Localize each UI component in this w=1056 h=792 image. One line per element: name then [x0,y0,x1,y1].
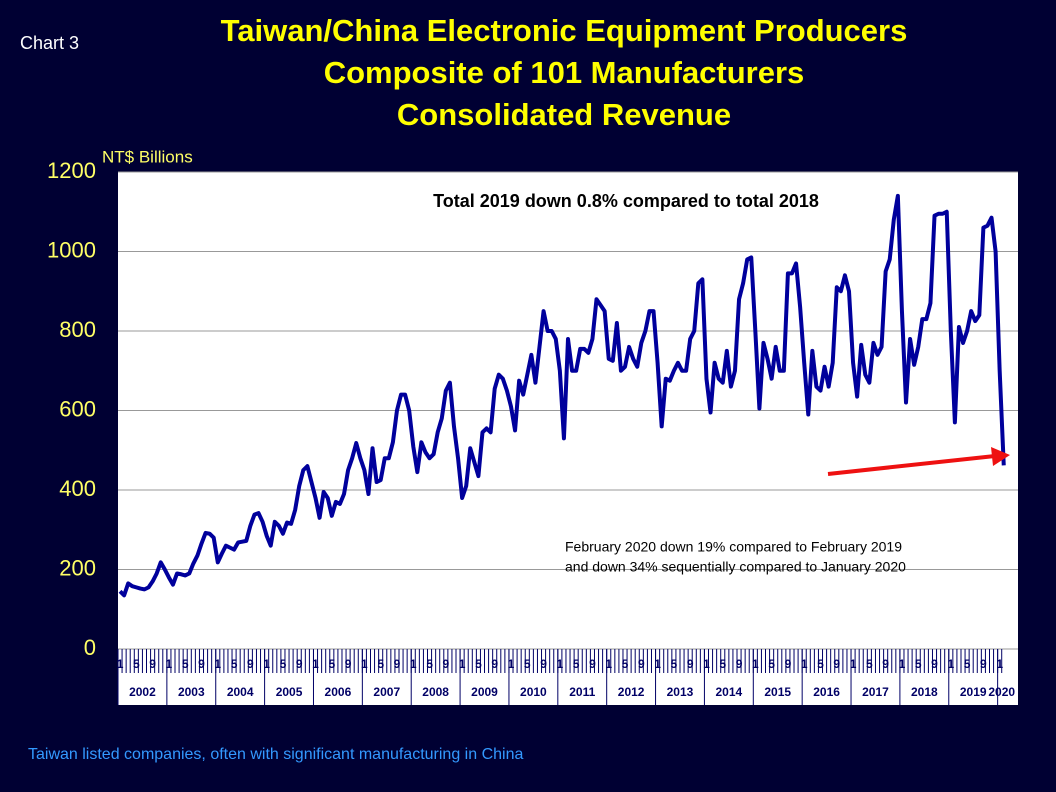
x-tick-label: 5 [328,657,335,671]
x-tick-label: 1 [557,657,564,671]
x-tick-label: 1 [605,657,612,671]
x-tick-label: 9 [394,657,401,671]
x-tick-label: 9 [149,657,156,671]
x-tick-label: 9 [638,657,645,671]
year-label: 2018 [911,685,938,699]
y-tick-label: 800 [59,317,96,342]
y-tick-label: 400 [59,476,96,501]
year-label: 2004 [227,685,254,699]
x-tick-label: 5 [768,657,775,671]
year-label: 2017 [862,685,889,699]
year-label: 2005 [276,685,303,699]
x-tick-label: 1 [312,657,319,671]
x-tick-label: 9 [540,657,547,671]
x-tick-label: 9 [980,657,987,671]
x-tick-label: 5 [671,657,678,671]
x-tick-label: 1 [947,657,954,671]
year-label: 2014 [716,685,743,699]
year-label: 2006 [325,685,352,699]
arrow-head [991,447,1010,466]
y-tick-label: 200 [59,555,96,580]
x-tick-label: 1 [850,657,857,671]
x-tick-label: 1 [703,657,710,671]
x-tick-label: 5 [231,657,238,671]
year-label: 2013 [667,685,694,699]
x-tick-label: 1 [801,657,808,671]
x-tick-label: 5 [426,657,433,671]
x-tick-label: 5 [573,657,580,671]
y-axis-label: NT$ Billions [102,147,193,166]
x-tick-label: 1 [996,657,1003,671]
year-label: 2009 [471,685,498,699]
x-tick-label: 9 [589,657,596,671]
chart-title: Taiwan/China Electronic Equipment Produc… [221,13,908,48]
year-label: 2020 [988,685,1015,699]
x-tick-label: 5 [524,657,531,671]
x-tick-label: 9 [833,657,840,671]
x-tick-label: 1 [117,657,124,671]
x-tick-label: 9 [931,657,938,671]
y-tick-label: 0 [84,635,96,660]
x-tick-label: 9 [785,657,792,671]
x-tick-label: 5 [817,657,824,671]
x-tick-label: 1 [361,657,368,671]
x-tick-label: 5 [622,657,629,671]
x-tick-label: 5 [964,657,971,671]
year-label: 2012 [618,685,645,699]
x-tick-label: 1 [752,657,759,671]
y-tick-label: 1200 [47,158,96,183]
x-tick-label: 1 [214,657,221,671]
x-tick-label: 1 [166,657,173,671]
year-label: 2015 [764,685,791,699]
x-tick-label: 9 [345,657,352,671]
chart-title: Composite of 101 Manufacturers [324,55,805,90]
x-tick-label: 5 [280,657,287,671]
annotation: Total 2019 down 0.8% compared to total 2… [433,191,819,211]
x-tick-label: 1 [459,657,466,671]
note: Taiwan listed companies, often with sign… [28,746,523,763]
x-tick-label: 1 [410,657,417,671]
year-label: 2011 [569,685,595,699]
x-tick-label: 5 [182,657,189,671]
year-label: 2003 [178,685,205,699]
year-label: 2019 [960,685,987,699]
x-tick-label: 9 [198,657,205,671]
y-tick-label: 1000 [47,237,96,262]
year-label: 2016 [813,685,840,699]
x-axis-band [118,649,1018,705]
x-tick-label: 9 [882,657,889,671]
chart-title: Consolidated Revenue [397,97,731,132]
revenue-line [118,193,1006,598]
x-tick-label: 9 [491,657,498,671]
x-tick-label: 9 [736,657,743,671]
x-tick-label: 9 [442,657,449,671]
x-tick-label: 1 [899,657,906,671]
x-tick-label: 5 [866,657,873,671]
x-tick-label: 5 [915,657,922,671]
x-tick-label: 1 [508,657,515,671]
annotation: February 2020 down 19% compared to Febru… [565,539,902,555]
year-label: 2008 [422,685,449,699]
x-tick-label: 9 [247,657,254,671]
x-tick-label: 5 [133,657,140,671]
year-label: 2010 [520,685,547,699]
x-tick-label: 5 [719,657,726,671]
x-tick-label: 9 [296,657,303,671]
annotation: and down 34% sequentially compared to Ja… [565,559,906,575]
year-label: 2007 [373,685,400,699]
x-tick-label: 1 [263,657,270,671]
chart-label: Chart 3 [20,33,79,53]
year-label: 2002 [129,685,156,699]
x-tick-label: 5 [475,657,482,671]
x-tick-label: 9 [687,657,694,671]
x-tick-label: 1 [654,657,661,671]
arrow [827,454,996,476]
y-tick-label: 600 [59,396,96,421]
x-tick-label: 5 [377,657,384,671]
